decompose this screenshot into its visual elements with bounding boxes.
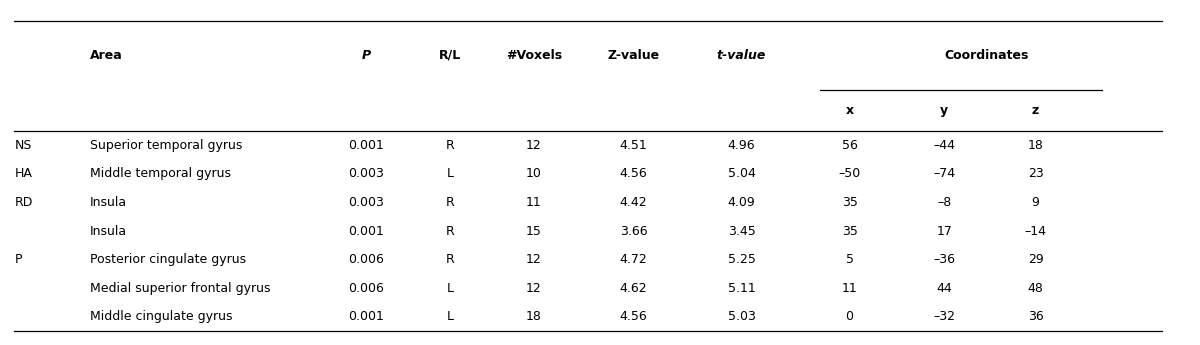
Text: 23: 23 — [1027, 167, 1044, 180]
Text: 11: 11 — [526, 196, 542, 209]
Text: 0.003: 0.003 — [348, 196, 384, 209]
Text: Insula: Insula — [90, 196, 127, 209]
Text: 44: 44 — [936, 282, 953, 295]
Text: 5.11: 5.11 — [727, 282, 756, 295]
Text: 5: 5 — [846, 253, 853, 266]
Text: R: R — [445, 196, 455, 209]
Text: HA: HA — [14, 167, 32, 180]
Text: Insula: Insula — [90, 225, 127, 238]
Text: 56: 56 — [841, 139, 858, 152]
Text: R: R — [445, 139, 455, 152]
Text: Z-value: Z-value — [607, 49, 660, 62]
Text: 4.42: 4.42 — [619, 196, 648, 209]
Text: –74: –74 — [934, 167, 955, 180]
Text: Area: Area — [90, 49, 122, 62]
Text: 29: 29 — [1027, 253, 1044, 266]
Text: NS: NS — [14, 139, 31, 152]
Text: Middle cingulate gyrus: Middle cingulate gyrus — [90, 310, 233, 323]
Text: Middle temporal gyrus: Middle temporal gyrus — [90, 167, 230, 180]
Text: 0: 0 — [846, 310, 853, 323]
Text: 15: 15 — [526, 225, 542, 238]
Text: 4.72: 4.72 — [619, 253, 648, 266]
Text: 18: 18 — [1027, 139, 1044, 152]
Text: 0.001: 0.001 — [348, 139, 384, 152]
Text: t-value: t-value — [716, 49, 767, 62]
Text: 4.09: 4.09 — [727, 196, 756, 209]
Text: L: L — [446, 310, 454, 323]
Text: 12: 12 — [526, 139, 542, 152]
Text: 5.03: 5.03 — [727, 310, 756, 323]
Text: P: P — [14, 253, 22, 266]
Text: L: L — [446, 167, 454, 180]
Text: 12: 12 — [526, 282, 542, 295]
Text: 35: 35 — [841, 225, 858, 238]
Text: –8: –8 — [937, 196, 952, 209]
Text: 4.96: 4.96 — [727, 139, 756, 152]
Text: 4.56: 4.56 — [619, 167, 648, 180]
Text: 48: 48 — [1027, 282, 1044, 295]
Text: 12: 12 — [526, 253, 542, 266]
Text: RD: RD — [14, 196, 32, 209]
Text: 9: 9 — [1032, 196, 1039, 209]
Text: 4.62: 4.62 — [619, 282, 648, 295]
Text: z: z — [1032, 104, 1039, 117]
Text: Posterior cingulate gyrus: Posterior cingulate gyrus — [90, 253, 246, 266]
Text: –32: –32 — [934, 310, 955, 323]
Text: 4.56: 4.56 — [619, 310, 648, 323]
Text: R: R — [445, 225, 455, 238]
Text: –36: –36 — [934, 253, 955, 266]
Text: y: y — [941, 104, 948, 117]
Text: 0.003: 0.003 — [348, 167, 384, 180]
Text: L: L — [446, 282, 454, 295]
Text: 3.45: 3.45 — [727, 225, 756, 238]
Text: #Voxels: #Voxels — [506, 49, 562, 62]
Text: R: R — [445, 253, 455, 266]
Text: –14: –14 — [1025, 225, 1046, 238]
Text: 0.001: 0.001 — [348, 310, 384, 323]
Text: Medial superior frontal gyrus: Medial superior frontal gyrus — [90, 282, 270, 295]
Text: 0.006: 0.006 — [348, 282, 384, 295]
Text: R/L: R/L — [439, 49, 461, 62]
Text: 18: 18 — [526, 310, 542, 323]
Text: –50: –50 — [839, 167, 860, 180]
Text: 5.04: 5.04 — [727, 167, 756, 180]
Text: 0.001: 0.001 — [348, 225, 384, 238]
Text: 10: 10 — [526, 167, 542, 180]
Text: 5.25: 5.25 — [727, 253, 756, 266]
Text: –44: –44 — [934, 139, 955, 152]
Text: 36: 36 — [1027, 310, 1044, 323]
Text: x: x — [846, 104, 853, 117]
Text: 3.66: 3.66 — [619, 225, 648, 238]
Text: 11: 11 — [841, 282, 858, 295]
Text: Coordinates: Coordinates — [944, 49, 1028, 62]
Text: 4.51: 4.51 — [619, 139, 648, 152]
Text: 17: 17 — [936, 225, 953, 238]
Text: 35: 35 — [841, 196, 858, 209]
Text: Superior temporal gyrus: Superior temporal gyrus — [90, 139, 242, 152]
Text: P: P — [361, 49, 371, 62]
Text: 0.006: 0.006 — [348, 253, 384, 266]
